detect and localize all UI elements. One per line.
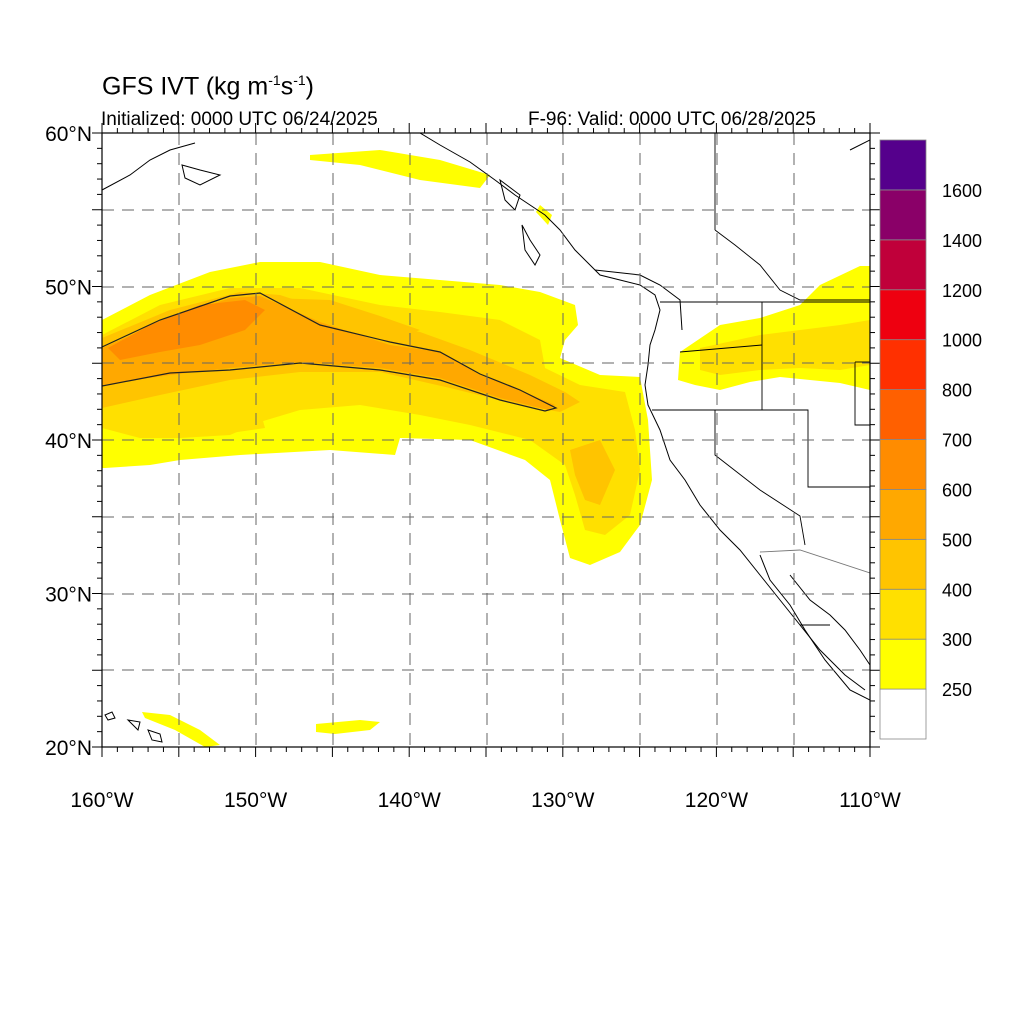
title-text-s: s xyxy=(280,72,294,101)
lon-tick-label: 120°W xyxy=(685,789,748,812)
colorbar-label: 400 xyxy=(942,580,972,600)
lat-axis-labels: 20°N 30°N 40°N 50°N 60°N xyxy=(45,123,92,760)
lat-tick-label: 30°N xyxy=(45,584,92,607)
colorbar-label: 500 xyxy=(942,530,972,550)
colorbar: 250 300 400 500 600 700 800 1000 1200 1400 1600 xyxy=(879,139,982,740)
colorbar-swatch xyxy=(879,588,927,640)
lon-tick-label: 140°W xyxy=(378,789,441,812)
colorbar-swatch xyxy=(879,189,927,241)
colorbar-label: 250 xyxy=(942,680,972,700)
colorbar-swatch xyxy=(879,489,927,540)
lon-tick-label: 160°W xyxy=(70,789,133,812)
colorbar-label: 1600 xyxy=(942,181,982,201)
coastlines xyxy=(102,133,870,743)
title-exponent-1: -1 xyxy=(268,72,281,88)
colorbar-label: 1000 xyxy=(942,331,982,351)
political-borders xyxy=(652,133,870,626)
colorbar-swatch xyxy=(879,389,927,440)
colorbar-label: 1400 xyxy=(942,231,982,251)
ivt-contour xyxy=(102,292,558,412)
lon-tick-label: 130°W xyxy=(531,789,594,812)
lat-tick-label: 50°N xyxy=(45,277,92,300)
colorbar-swatch xyxy=(879,239,927,291)
title-exponent-2: -1 xyxy=(293,72,306,88)
lat-tick-label: 60°N xyxy=(45,123,92,146)
ivt-shading xyxy=(102,150,870,747)
ivt-band-600 xyxy=(108,300,265,360)
colorbar-label: 700 xyxy=(942,431,972,451)
colorbar-swatch xyxy=(879,439,927,490)
title-text: GFS IVT (kg m xyxy=(102,72,269,101)
colorbar-swatch xyxy=(879,289,927,341)
lat-tick-label: 40°N xyxy=(45,430,92,453)
colorbar-label: 600 xyxy=(942,480,972,500)
lat-tick-label: 20°N xyxy=(45,737,92,760)
lon-tick-label: 110°W xyxy=(839,789,901,812)
map-title: GFS IVT (kg m-1s-1) xyxy=(102,72,314,101)
valid-time: F-96: Valid: 0000 UTC 06/28/2025 xyxy=(528,109,816,130)
ivt-band-250 xyxy=(102,150,870,747)
colorbar-label: 1200 xyxy=(942,281,982,301)
lon-axis-labels: 160°W 150°W 140°W 130°W 120°W 110°W xyxy=(70,789,901,812)
title-text-end: ) xyxy=(305,72,314,101)
colorbar-swatch xyxy=(879,638,927,690)
colorbar-swatch xyxy=(879,538,927,590)
colorbar-swatch xyxy=(879,339,927,390)
colorbar-label: 300 xyxy=(942,630,972,650)
colorbar-label: 800 xyxy=(942,381,972,401)
lon-tick-label: 150°W xyxy=(224,789,287,812)
axis-ticks xyxy=(92,123,880,757)
gridlines xyxy=(102,133,870,747)
colorbar-swatch xyxy=(879,139,927,191)
initialized-time: Initialized: 0000 UTC 06/24/2025 xyxy=(101,109,378,130)
colorbar-swatch xyxy=(879,688,927,740)
